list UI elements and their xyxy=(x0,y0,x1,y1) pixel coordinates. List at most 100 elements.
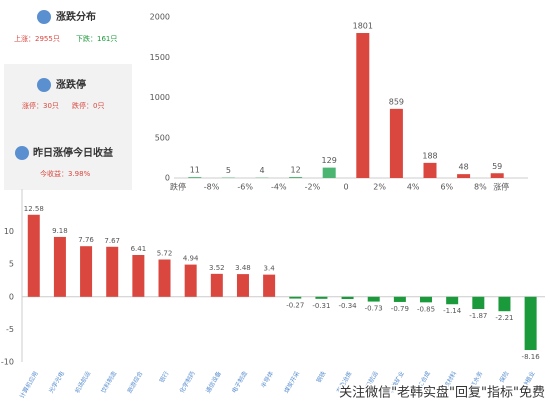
value-label: 129 xyxy=(322,156,337,165)
x-tick-label: 半导体 xyxy=(259,370,275,390)
value-label: 5.72 xyxy=(157,250,173,258)
x-tick-label: 电子制造 xyxy=(230,370,249,395)
x-tick-label: -8% xyxy=(204,183,220,192)
bar xyxy=(389,108,403,178)
y-tick-label: 5 xyxy=(9,260,14,269)
y-tick-label: 1500 xyxy=(150,53,170,62)
value-label: 188 xyxy=(422,151,437,160)
x-tick-label: 饮料制造 xyxy=(99,370,118,395)
y-tick-label: 500 xyxy=(155,133,170,142)
value-label: -0.31 xyxy=(312,302,330,310)
bar xyxy=(80,246,93,297)
bar xyxy=(106,246,119,297)
bar xyxy=(53,236,66,297)
bar xyxy=(367,296,380,302)
value-label: -1.87 xyxy=(469,312,487,320)
dist-title: 涨跌分布 xyxy=(56,10,96,23)
x-tick-label: 煤炭开采 xyxy=(282,370,301,395)
bar xyxy=(490,173,504,178)
bar xyxy=(289,177,303,178)
y-tick-label: 0 xyxy=(9,292,14,301)
x-tick-label: 化学制药 xyxy=(178,370,197,395)
x-tick-label: -2% xyxy=(305,183,321,192)
value-label: -0.73 xyxy=(365,305,383,313)
value-label: 859 xyxy=(389,97,404,106)
y-tick-label: -5 xyxy=(6,325,14,334)
value-label: -0.79 xyxy=(391,305,409,313)
bar xyxy=(498,296,511,312)
bar xyxy=(188,177,202,178)
bar xyxy=(420,296,433,303)
bar xyxy=(472,296,485,309)
x-tick-label: 钢铁 xyxy=(315,370,328,384)
value-label: -8.16 xyxy=(522,353,541,361)
value-label: -0.85 xyxy=(417,305,435,313)
value-label: 3.52 xyxy=(209,264,225,272)
value-label: 9.18 xyxy=(52,227,68,235)
bar xyxy=(315,296,328,299)
value-label: -1.14 xyxy=(443,307,462,315)
bar xyxy=(356,33,370,178)
value-label: 11 xyxy=(190,166,200,175)
x-tick-label: 涨停 xyxy=(493,182,509,192)
x-tick-label: 计算机应用 xyxy=(18,370,40,400)
panel-box xyxy=(4,64,132,190)
value-label: 5 xyxy=(226,166,231,175)
bar xyxy=(446,296,459,305)
value-label: -0.34 xyxy=(339,302,358,310)
bar xyxy=(236,274,249,297)
bar xyxy=(524,296,537,351)
x-tick-label: 8% xyxy=(474,183,487,192)
bar xyxy=(210,273,223,297)
value-label: 1801 xyxy=(353,22,373,31)
x-tick-label: 6% xyxy=(440,183,453,192)
bar xyxy=(341,296,354,300)
value-label: 6.41 xyxy=(131,245,147,253)
bar xyxy=(158,259,171,297)
x-tick-label: -4% xyxy=(271,183,287,192)
x-tick-label: 通信设备 xyxy=(204,370,223,395)
x-tick-label: 机场航运 xyxy=(73,370,92,395)
bar xyxy=(263,274,276,297)
limit-title: 涨跌停 xyxy=(56,78,86,91)
y-tick-label: 2000 xyxy=(150,13,170,22)
bar xyxy=(27,214,40,297)
x-tick-label: 2% xyxy=(373,183,386,192)
value-label: 59 xyxy=(492,162,502,171)
x-tick-label: 保险 xyxy=(498,370,511,384)
icon xyxy=(15,146,29,160)
x-tick-label: -6% xyxy=(237,183,253,192)
x-tick-label: 4% xyxy=(407,183,420,192)
bar xyxy=(132,255,145,297)
bar xyxy=(457,174,471,178)
value-label: 48 xyxy=(459,163,469,172)
x-tick-label: 光学光电 xyxy=(47,370,66,395)
x-tick-label: 0 xyxy=(343,183,348,192)
yest-value: 今收益：3.98% xyxy=(40,169,91,178)
limit-down: 跌停：0只 xyxy=(72,101,104,110)
up-count: 上涨：2955只 xyxy=(14,34,60,43)
value-label: 4 xyxy=(259,166,264,175)
bar xyxy=(423,162,437,178)
bar xyxy=(393,296,406,302)
y-tick-label: -10 xyxy=(1,358,14,367)
watermark: 关注微信"老韩实盘"回复"指标"免费 xyxy=(339,385,545,401)
bar xyxy=(184,264,197,297)
bar xyxy=(322,167,336,178)
icon xyxy=(37,78,51,92)
y-tick-label: 0 xyxy=(165,174,170,183)
y-tick-label: 10 xyxy=(4,227,14,236)
limit-up: 涨停：30只 xyxy=(22,101,59,110)
x-tick-label: 跌停 xyxy=(170,182,186,192)
down-count: 下跌：161只 xyxy=(76,34,117,43)
value-label: -2.21 xyxy=(495,314,513,322)
value-label: 3.48 xyxy=(235,264,251,272)
value-label: 7.67 xyxy=(104,237,120,245)
value-label: 4.94 xyxy=(183,255,199,263)
value-label: 12.58 xyxy=(24,205,44,213)
bar xyxy=(289,296,302,299)
value-label: 7.76 xyxy=(78,236,94,244)
yest-title: 昨日涨停今日收益 xyxy=(33,146,113,159)
x-tick-label: 旅游综合 xyxy=(125,370,144,395)
